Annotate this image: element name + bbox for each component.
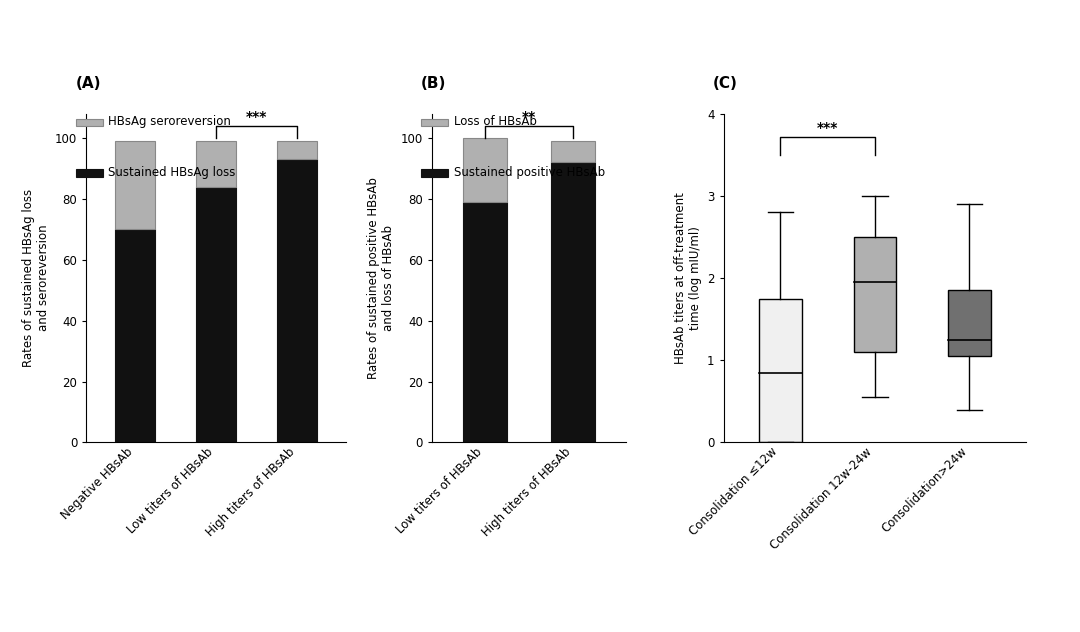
Y-axis label: Rates of sustained positive HBsAb
and loss of HBsAb: Rates of sustained positive HBsAb and lo… [367,177,395,379]
Text: (B): (B) [421,76,446,91]
Text: HBsAg seroreversion: HBsAg seroreversion [108,116,231,128]
Text: **: ** [522,111,537,125]
Text: ***: *** [816,121,838,135]
Bar [276,159,318,442]
Text: (A): (A) [76,76,102,91]
Bar [551,141,595,162]
Bar [276,141,318,159]
Bar [114,141,156,229]
Bar [948,291,990,356]
Bar [463,202,508,442]
Bar [551,162,595,442]
Y-axis label: HBsAb titers at off-treatment
time (log mIU/ml): HBsAb titers at off-treatment time (log … [674,192,702,364]
Bar [463,138,508,202]
Bar [114,229,156,442]
Bar [853,237,896,352]
Text: (C): (C) [713,76,738,91]
Y-axis label: Rates of sustained HBsAg loss
and seroreversion: Rates of sustained HBsAg loss and serore… [22,189,50,367]
Text: Sustained positive HBsAb: Sustained positive HBsAb [454,166,605,179]
Text: Loss of HBsAb: Loss of HBsAb [454,116,537,128]
Text: ***: *** [246,111,267,125]
Bar [195,187,237,442]
Bar [195,141,237,187]
Bar [759,299,801,442]
Text: Sustained HBsAg loss: Sustained HBsAg loss [108,166,235,179]
